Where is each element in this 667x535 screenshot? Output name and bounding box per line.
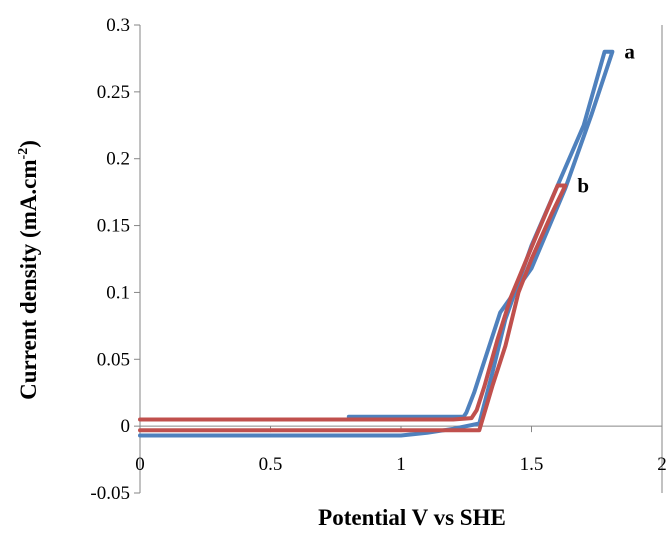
y-tick-label: 0.1 (106, 282, 130, 303)
series-lines (138, 49, 615, 438)
x-tick-label: 1 (396, 454, 406, 475)
y-axis-title-main: Current density (mA.cm (16, 159, 41, 399)
series-label-a: a (624, 40, 635, 64)
y-tick-label: -0.05 (90, 483, 130, 504)
y-axis-title: Current density (mA.cm-2) (16, 140, 41, 400)
x-tick-label: 1.5 (520, 454, 544, 475)
y-tick-label: 0.2 (106, 149, 130, 170)
y-tick-label: 0.05 (97, 349, 130, 370)
y-tick-label: 0 (121, 416, 131, 437)
x-tick-label: 0 (135, 454, 145, 475)
series-line-b (138, 183, 568, 433)
y-tick-label: 0.15 (97, 216, 130, 237)
series-line-a (138, 49, 615, 438)
plot-area (134, 24, 663, 494)
y-axis-title-sup: -2 (16, 148, 31, 160)
x-tick-label: 0.5 (259, 454, 283, 475)
x-axis-title: Potential V vs SHE (318, 505, 506, 530)
x-tick-label: 2 (657, 454, 667, 475)
series-label-b: b (577, 173, 589, 197)
y-tick-label: 0.25 (97, 82, 130, 103)
y-axis-title-end: ) (16, 140, 41, 148)
series-labels: ab (577, 40, 635, 198)
y-tick-label: 0.3 (106, 15, 130, 36)
